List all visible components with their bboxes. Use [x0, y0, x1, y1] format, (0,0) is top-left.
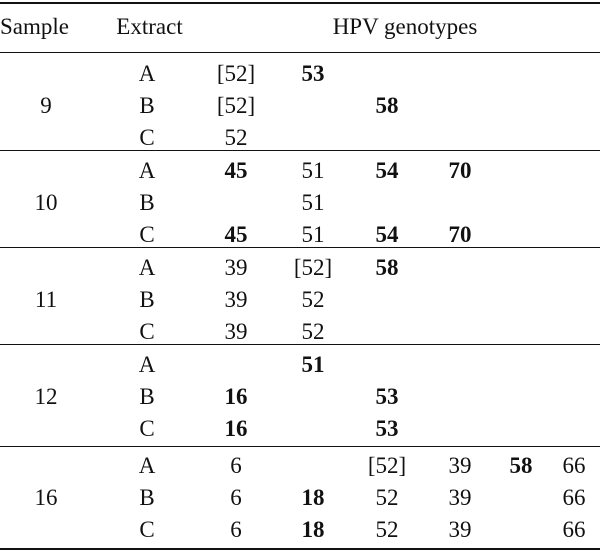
header-hpv-genotypes: HPV genotypes: [332, 14, 478, 39]
genotype-value: 39: [448, 485, 472, 510]
genotype-value: 66: [562, 485, 586, 510]
extract-label: C: [139, 319, 155, 344]
table-bottom-rule: [0, 548, 600, 550]
genotype-value: 51: [301, 352, 325, 377]
sample-number: 11: [34, 287, 58, 312]
genotype-value: 66: [562, 517, 586, 542]
genotype-value: 52: [375, 517, 399, 542]
extract-label: A: [138, 352, 156, 377]
genotype-value: 52: [224, 125, 248, 150]
genotype-value: 45: [224, 158, 248, 183]
genotype-value: 54: [375, 222, 399, 247]
extract-label: A: [138, 61, 156, 86]
extract-label: A: [138, 158, 156, 183]
genotype-value: 70: [448, 158, 472, 183]
genotype-value: 39: [448, 517, 472, 542]
genotype-value: 18: [301, 517, 325, 542]
header-sample: Sample: [0, 14, 69, 39]
extract-label: C: [139, 222, 155, 247]
genotype-value: 51: [301, 190, 325, 215]
extract-label: B: [139, 190, 155, 215]
genotype-value: 45: [224, 222, 248, 247]
group-separator-rule: [0, 446, 600, 447]
genotype-value: 66: [562, 453, 586, 478]
genotype-value: 18: [301, 485, 325, 510]
genotype-value: 52: [301, 287, 325, 312]
extract-label: C: [139, 416, 155, 441]
genotype-value: [52]: [216, 61, 256, 86]
extract-label: C: [139, 517, 155, 542]
genotype-value: 39: [448, 453, 472, 478]
group-separator-rule: [0, 150, 600, 151]
sample-number: 9: [40, 93, 52, 118]
extract-label: B: [139, 287, 155, 312]
genotype-value: 6: [230, 485, 242, 510]
genotype-value: 54: [375, 158, 399, 183]
genotype-value: 52: [375, 485, 399, 510]
genotype-value: 70: [448, 222, 472, 247]
table-top-rule: [0, 2, 600, 4]
genotype-value: [52]: [216, 93, 256, 118]
genotype-value: 53: [301, 61, 325, 86]
genotype-value: 39: [224, 287, 248, 312]
genotype-value: 58: [375, 255, 399, 280]
genotype-value: 16: [224, 384, 248, 409]
genotype-value: 51: [301, 222, 325, 247]
sample-number: 10: [34, 190, 58, 215]
header-rule: [0, 52, 600, 53]
group-separator-rule: [0, 247, 600, 248]
group-separator-rule: [0, 344, 600, 345]
header-extract: Extract: [116, 14, 183, 39]
genotype-value: 6: [230, 517, 242, 542]
genotype-value: 52: [301, 319, 325, 344]
extract-label: A: [138, 453, 156, 478]
genotype-value: 53: [375, 384, 399, 409]
genotype-value: 51: [301, 158, 325, 183]
genotype-value: [52]: [367, 453, 407, 478]
genotype-value: [52]: [293, 255, 333, 280]
genotype-value: 58: [509, 453, 533, 478]
sample-number: 16: [34, 485, 58, 510]
genotype-value: 53: [375, 416, 399, 441]
genotype-value: 58: [375, 93, 399, 118]
extract-label: B: [139, 384, 155, 409]
extract-label: A: [138, 255, 156, 280]
extract-label: C: [139, 125, 155, 150]
extract-label: B: [139, 485, 155, 510]
sample-number: 12: [34, 384, 58, 409]
extract-label: B: [139, 93, 155, 118]
genotype-value: 39: [224, 255, 248, 280]
genotype-value: 39: [224, 319, 248, 344]
genotype-value: 6: [230, 453, 242, 478]
genotype-value: 16: [224, 416, 248, 441]
